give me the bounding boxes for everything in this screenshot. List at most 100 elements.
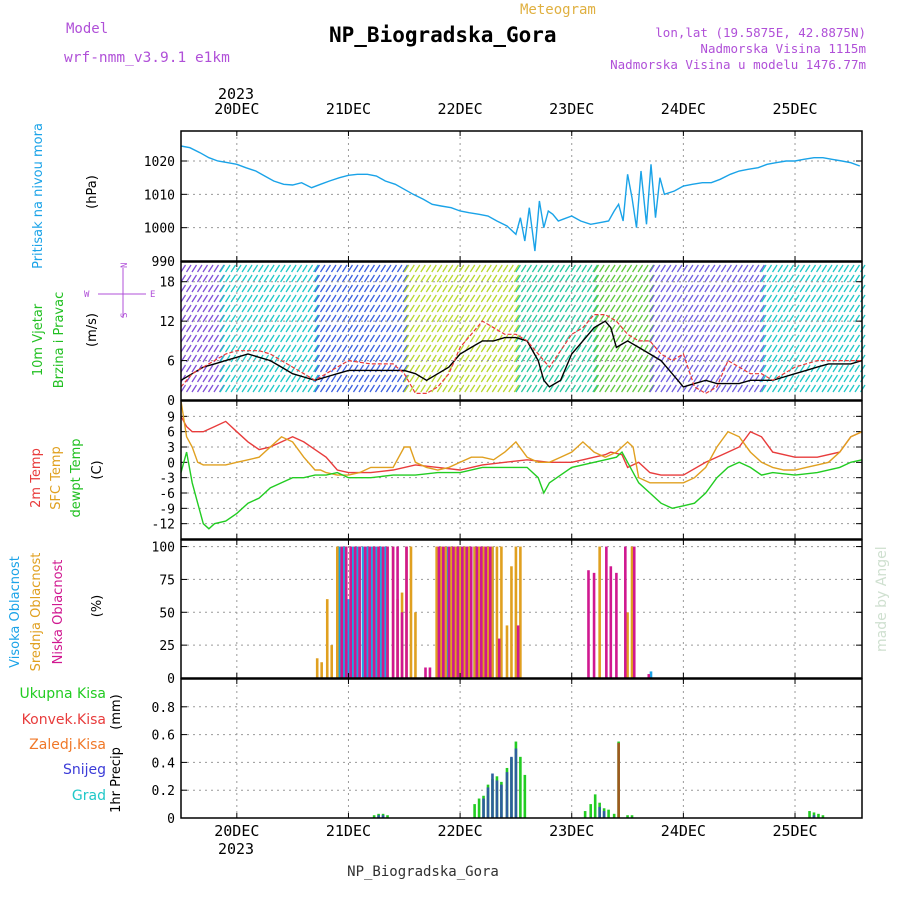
y-tick-label: 1020 [144, 155, 175, 170]
wind-arrow [258, 294, 264, 303]
wind-arrow [374, 324, 381, 333]
wind-arrow [564, 374, 571, 383]
wind-arrow [709, 314, 716, 323]
wind-arrow [671, 304, 677, 313]
wind-arrow [274, 344, 281, 353]
wind-arrow [793, 284, 800, 293]
wind-arrow [854, 284, 861, 293]
wind-arrow [515, 294, 521, 303]
wind-arrow [319, 274, 326, 283]
wind-arrow [693, 274, 699, 283]
precip-label-conv: Konvek.Kisa [22, 712, 106, 728]
wind-arrow [548, 354, 554, 363]
wind-arrow [759, 384, 765, 393]
wind-arrow [753, 364, 760, 373]
wind-arrow [431, 274, 437, 283]
wind-arrow [621, 304, 627, 313]
wind-arrow [682, 314, 688, 323]
wind-arrow [241, 284, 248, 293]
wind-arrow [753, 294, 760, 303]
wind-arrow [649, 384, 655, 393]
wind-arrow [615, 304, 622, 313]
wind-arrow [837, 264, 844, 273]
wind-arrow [202, 304, 209, 313]
wind-arrow [213, 324, 220, 333]
wind-arrow [626, 304, 633, 313]
wind-arrow [352, 384, 359, 393]
wind-arrow [380, 304, 387, 313]
wind-arrow [826, 294, 833, 303]
y-tick-label: 100 [152, 541, 175, 556]
wind-arrow [341, 334, 348, 343]
wind-arrow [330, 284, 337, 293]
wind-arrow [643, 274, 649, 283]
wind-arrow [225, 334, 231, 343]
y-tick-label: 25 [159, 639, 175, 654]
data-bar [386, 815, 389, 818]
wind-arrow [742, 324, 749, 333]
wind-arrow [502, 354, 509, 363]
wind-arrow [508, 284, 514, 293]
wind-arrow [553, 354, 560, 363]
precip-label-snow: Snijeg [63, 762, 106, 778]
wind-arrow [648, 294, 655, 303]
wind-arrow [687, 344, 694, 353]
data-bar [491, 773, 494, 818]
wind-arrow [291, 274, 297, 283]
wind-arrow [236, 284, 242, 293]
wind-arrow [191, 334, 198, 343]
temp-unit: (C) [90, 460, 105, 479]
wind-arrow [285, 294, 292, 303]
year-bottom: 2023 [218, 840, 254, 858]
wind-arrow [296, 264, 303, 273]
wind-arrow [285, 324, 292, 333]
wind-arrow [520, 384, 527, 393]
wind-arrow [782, 264, 789, 273]
wind-arrow [325, 334, 332, 343]
wind-arrow [436, 374, 443, 383]
wind-arrow [676, 364, 683, 373]
wind-arrow [202, 354, 209, 363]
wind-arrow [319, 294, 326, 303]
wind-arrow [291, 304, 297, 313]
wind-arrow [313, 334, 319, 343]
wind-arrow [213, 284, 220, 293]
wind-arrow [425, 324, 432, 333]
wind-arrow [815, 274, 822, 283]
wind-arrow [313, 364, 319, 373]
wind-arrow [486, 374, 492, 383]
wind-arrow [458, 344, 465, 353]
wind-arrow [575, 274, 582, 283]
data-bar [356, 546, 359, 678]
wind-arrow [731, 304, 738, 313]
wind-arrow [403, 284, 410, 293]
wind-arrow [632, 324, 638, 333]
wind-arrow [799, 364, 806, 373]
wind-arrow [515, 324, 521, 333]
wind-arrow [592, 354, 598, 363]
wind-arrow [185, 274, 192, 283]
wind-arrow [396, 384, 403, 393]
wind-arrow [586, 344, 593, 353]
wind-arrow [777, 314, 784, 323]
wind-arrow [403, 344, 410, 353]
y-tick-label: -6 [159, 487, 175, 502]
wind-arrow [586, 364, 593, 373]
wind-arrow [196, 304, 203, 313]
wind-arrow [313, 264, 319, 273]
wind-arrow [531, 304, 538, 313]
wind-arrow [374, 294, 381, 303]
wind-arrow [391, 384, 398, 393]
wind-arrow [464, 324, 470, 333]
wind-arrow [777, 364, 784, 373]
wind-arrow [236, 264, 242, 273]
wind-arrow [821, 324, 828, 333]
wind-arrow [307, 384, 314, 393]
wind-arrow [502, 284, 509, 293]
wind-arrow [191, 364, 198, 373]
wind-arrow [771, 264, 778, 273]
wind-arrow [230, 344, 237, 353]
wind-arrow [274, 264, 281, 273]
wind-arrow [502, 314, 509, 323]
wind-arrow [687, 324, 694, 333]
